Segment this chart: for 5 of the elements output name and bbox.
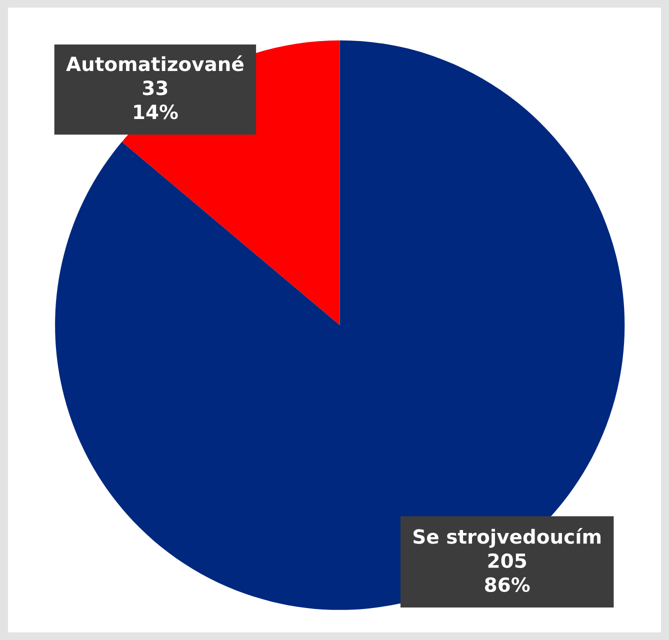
slice-label: Se strojvedoucím <box>414 528 601 548</box>
pie-slice <box>55 40 625 610</box>
data-label: 33 14% <box>134 80 178 120</box>
data-label: 205 86% <box>485 553 530 592</box>
slice-label: Automatizované <box>66 55 244 72</box>
